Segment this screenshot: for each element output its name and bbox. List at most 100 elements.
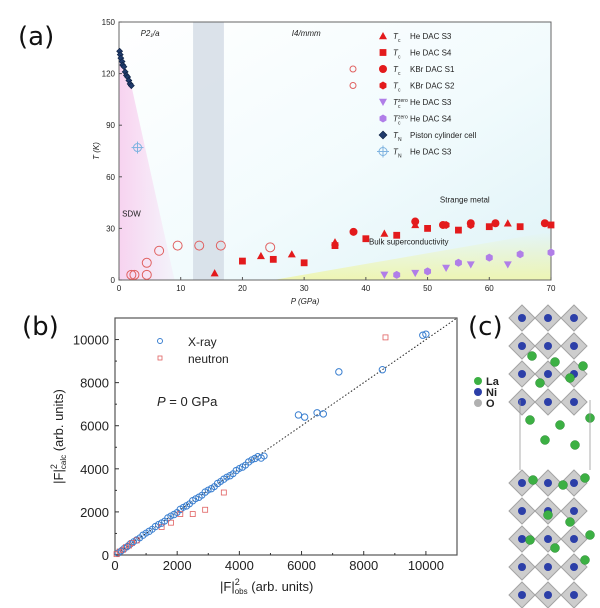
data-point <box>491 219 500 228</box>
data-point <box>393 270 401 279</box>
dense-cluster-xray <box>117 452 268 555</box>
data-point <box>215 240 226 251</box>
series-a-6 <box>116 47 135 90</box>
x-axis-label: P (GPa) <box>291 297 320 306</box>
y-tick-label: 120 <box>102 70 116 79</box>
data-point <box>210 483 218 491</box>
legend-label: KBr DAC S2 <box>410 82 455 91</box>
la-atom <box>535 378 545 388</box>
legend-symbol: T <box>393 49 399 58</box>
data-point <box>136 534 144 542</box>
data-point <box>335 368 343 376</box>
legend-superscript: zero <box>398 98 408 104</box>
ni-atom <box>544 314 552 322</box>
y-tick-label: 0 <box>102 548 109 563</box>
data-point <box>126 269 137 280</box>
ni-atom <box>570 535 578 543</box>
legend-marker <box>379 32 387 40</box>
data-point <box>127 82 135 90</box>
data-point <box>131 141 144 154</box>
data-point <box>547 221 555 229</box>
data-point <box>235 465 243 473</box>
ni-atom <box>544 591 552 599</box>
la-atom <box>558 480 568 490</box>
data-point <box>256 251 265 260</box>
legend-symbol: T <box>393 65 399 74</box>
data-point <box>331 242 339 249</box>
legend-open-marker <box>349 65 357 73</box>
data-point <box>380 271 389 279</box>
chart-a-phase-diagram: P2₁/a I4/mmm SDW Strange metal Bulk supercon… <box>92 18 556 306</box>
data-point <box>265 242 276 253</box>
series-a-3 <box>442 220 475 229</box>
data-point <box>422 330 430 338</box>
data-point <box>380 229 389 237</box>
panel-a-label: (a) <box>18 22 55 52</box>
data-point <box>154 245 165 256</box>
ni-atom <box>570 591 578 599</box>
panel-b-label: (b) <box>22 312 59 342</box>
data-point <box>172 240 183 251</box>
data-point <box>485 253 493 262</box>
y-tick-label: 90 <box>106 121 115 130</box>
la-atom <box>578 361 588 371</box>
ni-atom <box>570 507 578 515</box>
data-point <box>142 529 150 537</box>
y-tick-label: 4000 <box>80 462 109 477</box>
legend-marker <box>378 130 388 140</box>
la-atom <box>550 543 560 553</box>
panel-c-label: (c) <box>468 312 503 342</box>
ni-atom <box>544 398 552 406</box>
data-point <box>167 512 175 520</box>
data-point <box>287 250 296 258</box>
annotation-pressure: P = 0 GPa <box>157 394 218 409</box>
data-point <box>122 544 129 551</box>
y-axis-label: |F|2calc (arb. units) <box>49 389 68 484</box>
data-point <box>198 491 206 499</box>
ni-atom <box>518 507 526 515</box>
annotation-sdw: SDW <box>122 209 141 218</box>
atom-icon-la <box>474 377 482 385</box>
superconductivity-region <box>273 231 551 280</box>
data-point <box>173 508 181 516</box>
x-tick-label: 60 <box>485 284 494 293</box>
series-a-7 <box>131 141 144 154</box>
legend-marker <box>379 114 387 123</box>
data-point <box>349 227 358 236</box>
x-tick-label: 10 <box>176 284 185 293</box>
data-point <box>503 261 512 269</box>
y-tick-label: 60 <box>106 173 115 182</box>
legend-marker <box>379 49 387 56</box>
data-point <box>424 267 432 276</box>
data-point <box>455 226 462 234</box>
data-point <box>248 456 256 464</box>
la-atom <box>525 415 535 425</box>
data-point <box>294 411 303 419</box>
data-point <box>378 366 387 374</box>
data-point <box>362 235 370 243</box>
data-point <box>503 219 512 227</box>
data-point <box>260 452 268 460</box>
series-a-5 <box>393 248 555 279</box>
data-point <box>442 264 451 272</box>
y-axis-label: T (K) <box>92 142 101 160</box>
legend-subscript: c <box>398 71 401 77</box>
atom-legend-label: Ni <box>486 387 497 399</box>
data-point <box>141 257 152 268</box>
annotation-strange-metal: Strange metal <box>440 196 490 205</box>
la-atom <box>570 440 580 450</box>
ni-atom <box>544 535 552 543</box>
data-point <box>467 220 475 229</box>
ni-atom <box>518 591 526 599</box>
x-tick-label: 2000 <box>163 558 192 573</box>
data-point <box>204 486 212 494</box>
transition-region <box>193 22 224 280</box>
region-label-p21a: P2₁/a <box>141 29 161 38</box>
data-point <box>189 511 196 517</box>
legend-subscript: c <box>398 121 401 127</box>
region-label-i4mmm: I4/mmm <box>292 29 321 38</box>
la-atom <box>525 535 535 545</box>
